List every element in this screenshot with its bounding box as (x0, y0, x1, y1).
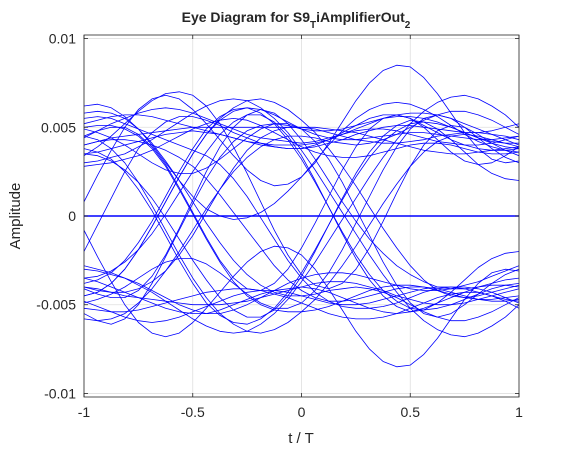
eye-trace (84, 98, 519, 338)
eye-trace (84, 109, 519, 299)
eye-trace (84, 98, 519, 299)
x-tick-label: -1 (78, 404, 91, 420)
y-axis-label: Amplitude (7, 183, 24, 250)
eye-trace (84, 114, 519, 291)
eye-traces (84, 64, 519, 368)
eye-trace (84, 139, 519, 302)
x-tick-label: 0.5 (401, 404, 421, 420)
chart-title: Eye Diagram for S9TiAmplifierOut2 (182, 9, 411, 31)
eye-trace (84, 230, 519, 368)
eye-trace (84, 126, 519, 293)
chart-title-subscript-1: T (310, 20, 316, 31)
y-tick-label: -0.005 (36, 297, 76, 313)
eye-trace (84, 277, 519, 315)
eye-trace (84, 123, 519, 318)
eye-trace (84, 91, 519, 290)
eye-trace (84, 114, 519, 309)
y-tick-label: -0.01 (44, 385, 76, 401)
x-axis-label: t / T (288, 430, 314, 447)
chart-title-subscript-2: 2 (405, 20, 411, 31)
eye-trace (84, 116, 519, 309)
y-tick-label: 0.01 (49, 31, 76, 47)
eye-trace (84, 64, 519, 202)
chart-title-main: Eye Diagram for S9 (182, 9, 311, 25)
eye-trace (84, 114, 519, 313)
eye-trace (84, 110, 519, 322)
eye-trace (84, 110, 519, 322)
eye-trace (84, 94, 519, 334)
y-tick-label: 0 (68, 208, 76, 224)
eye-trace (84, 114, 519, 252)
x-tick-label: 1 (515, 404, 523, 420)
axis-ticks: -1 -0.5 0 0.5 1 -0.01 -0.005 0 0.005 0.01 (36, 31, 523, 420)
chart-title-middle: iAmplifierOut (316, 9, 405, 25)
eye-trace (84, 107, 519, 146)
y-tick-label: 0.005 (41, 119, 76, 135)
eye-trace (84, 119, 519, 318)
x-tick-label: -0.5 (181, 404, 205, 420)
eye-trace (84, 118, 519, 167)
eye-trace (84, 133, 519, 334)
x-tick-label: 0 (298, 404, 306, 420)
